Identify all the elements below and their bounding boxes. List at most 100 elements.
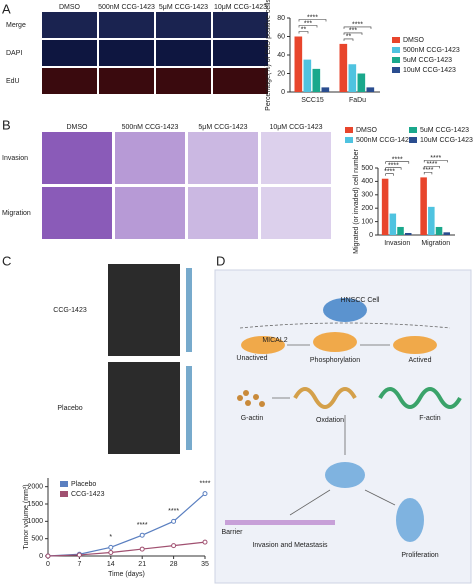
y-tick-label: 200 [361,205,373,212]
sig-label: **** [426,161,437,168]
panel-label: C [2,253,11,268]
sig-bracket [423,172,433,175]
color-scale [186,268,192,352]
micrograph [99,68,154,94]
sig-label: **** [423,167,434,174]
legend-label: 5uM CCG-1423 [420,127,469,134]
y-tick-label: 1500 [27,501,43,508]
column-label: DMSO [67,124,89,131]
x-tick-label: 7 [77,561,81,568]
point [171,543,177,549]
sig-label: **** [352,22,363,29]
x-tick-label: 35 [201,561,209,568]
micrograph [261,132,331,184]
micrograph [99,12,154,38]
y-tick-label: 500 [31,536,43,543]
legend-label: DMSO [403,37,425,44]
x-tick-label: FaDu [349,97,366,104]
panel-label: D [216,253,225,268]
sig-label: *** [304,20,312,27]
x-tick-label: Invasion [384,240,410,247]
y-axis-label: Percentage(%) of EdU positive cells [265,0,272,111]
micrograph [156,12,211,38]
legend-swatch [409,127,417,133]
y-tick-label: 60 [277,33,285,40]
sig-label: ** [346,34,352,41]
y-tick-label: 300 [361,192,373,199]
f-actin-icon [378,387,462,409]
sig-bracket [385,167,402,170]
bar [321,87,330,92]
micrograph [213,68,268,94]
sig-bracket [298,31,309,34]
point [108,550,114,556]
diagram-label: Phosphorylation [310,357,360,364]
legend-swatch [345,127,353,133]
panel-label: A [2,1,11,16]
column-label: DMSO [59,4,81,11]
micrograph [261,187,331,239]
point [202,491,208,497]
legend-label: 500nM CCG-1423 [403,47,460,54]
y-tick-label: 2000 [27,484,43,491]
bar [389,213,397,235]
bar [357,73,366,92]
sig-bracket [343,32,363,35]
x-tick-label: SCC15 [301,97,324,104]
diagram-label: F-actin [419,415,441,422]
column-label: 10μM CCG-1423 [269,124,322,131]
line [47,541,206,557]
legend-swatch [392,67,400,73]
row-label: CCG-1423 [53,307,87,314]
barrier-icon [225,520,335,525]
micrograph [42,68,97,94]
y-tick-label: 100 [361,218,373,225]
y-tick-label: 400 [361,178,373,185]
y-axis-label: Tumor volume (mm³) [23,484,30,549]
cell-icon [325,462,365,488]
legend-swatch [409,137,417,143]
sig-label: **** [384,169,395,176]
column-label: 500nM CCG-1423 [98,4,155,11]
sig-bracket [298,25,318,28]
cell-icon [323,298,367,322]
micrograph [213,12,268,38]
row-label: Placebo [57,405,82,412]
column-label: 500nM CCG-1423 [122,124,179,131]
sig-label: ** [301,26,307,33]
micrograph [42,187,112,239]
point [45,553,51,559]
legend-label: DMSO [356,127,378,134]
sig-label: **** [307,14,318,21]
bar [312,68,321,92]
g-actin-icon [237,390,265,407]
point [76,552,82,558]
bar [366,87,375,92]
legend-label: 500nM CCG-1423 [356,137,413,144]
y-tick-label: 40 [277,52,285,59]
y-tick-label: 20 [277,70,285,77]
y-tick-label: 0 [369,232,373,239]
point [139,532,145,538]
legend-label: CCG-1423 [71,491,105,498]
y-axis-label: Migrated (or invaded) cell number [353,149,360,254]
bar [381,178,389,235]
legend-label: 5uM CCG-1423 [403,57,452,64]
bar [294,36,303,92]
x-tick-label: 21 [138,561,146,568]
dividing-cell-icon [396,498,424,542]
bar [435,226,443,235]
diagram-label: MICAL2 [262,337,287,344]
bar [404,232,412,235]
micrograph [115,132,185,184]
arrows [239,322,451,516]
column-label: 10μM CCG-1423 [214,4,267,11]
sig-bracket [423,166,440,169]
protein-icon [241,336,285,354]
panel-label: B [2,117,11,132]
sig-bracket [385,161,410,164]
diagram-label: Unactived [236,355,267,362]
sig-bracket [343,38,354,41]
bar [397,226,404,235]
